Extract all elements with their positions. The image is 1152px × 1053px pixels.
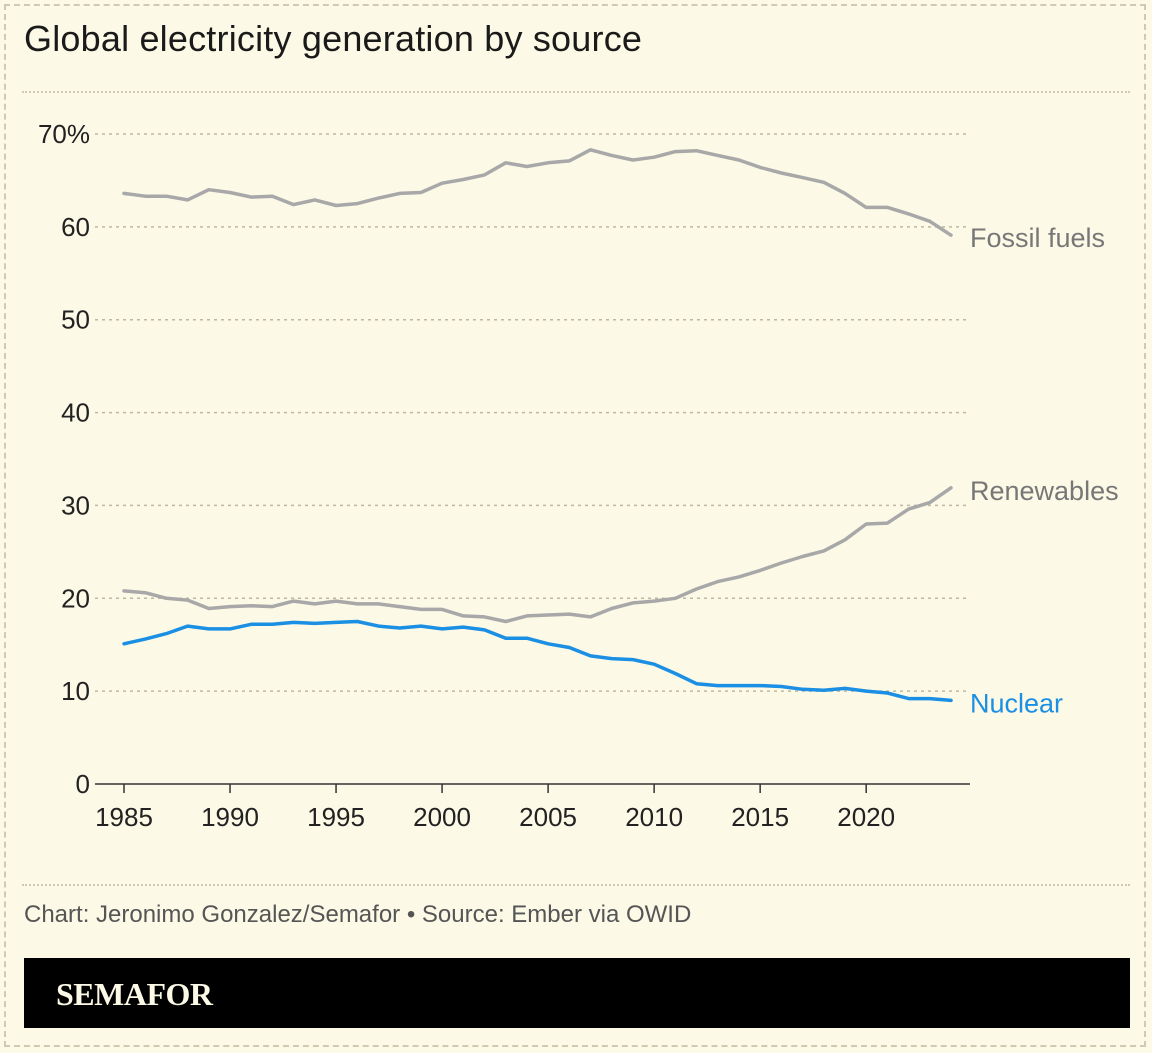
- gridlines: [95, 133, 970, 785]
- x-tick-label: 2000: [413, 802, 471, 832]
- source-credit: Chart: Jeronimo Gonzalez/Semafor • Sourc…: [24, 901, 692, 928]
- y-tick-label: 50: [61, 305, 90, 335]
- chart-frame: [4, 4, 1146, 1047]
- y-tick-label: 40: [61, 398, 90, 428]
- fossil-fuels-line: [122, 148, 953, 237]
- nuclear-label: Nuclear: [970, 688, 1063, 718]
- series-labels: Fossil fuels Renewables Nuclear: [970, 223, 1119, 718]
- renewables-line: [122, 486, 953, 624]
- renewables-label: Renewables: [970, 476, 1119, 506]
- x-axis-ticks: 1985 1990 1995 2000 2005 2010 2015 2020: [95, 784, 895, 832]
- y-tick-label: 10: [61, 676, 90, 706]
- y-tick-label: 30: [61, 490, 90, 520]
- series-lines: [122, 148, 953, 703]
- x-tick-label: 2010: [625, 802, 683, 832]
- brand-bar: SEMAFOR: [24, 958, 1130, 1028]
- x-tick-label: 2015: [731, 802, 789, 832]
- line-chart: 0 10 20 30 40 50 60 70% 1985 1990 1995 2000 2005 201…: [38, 119, 1119, 832]
- y-tick-label: 60: [61, 212, 90, 242]
- bottom-divider: [22, 884, 1130, 886]
- y-tick-label: 20: [61, 583, 90, 613]
- y-axis-ticks: 0 10 20 30 40 50 60 70%: [38, 119, 90, 799]
- top-divider: [22, 91, 1130, 93]
- chart-title: Global electricity generation by source: [24, 18, 643, 59]
- x-tick-label: 1985: [95, 802, 153, 832]
- x-tick-label: 1995: [307, 802, 365, 832]
- x-tick-label: 2020: [837, 802, 895, 832]
- x-tick-label: 2005: [519, 802, 577, 832]
- x-tick-label: 1990: [201, 802, 259, 832]
- semafor-logo: SEMAFOR: [56, 976, 213, 1012]
- y-tick-label: 70%: [38, 119, 90, 149]
- y-tick-label: 0: [76, 769, 90, 799]
- fossil-fuels-label: Fossil fuels: [970, 223, 1105, 253]
- nuclear-line: [122, 619, 953, 703]
